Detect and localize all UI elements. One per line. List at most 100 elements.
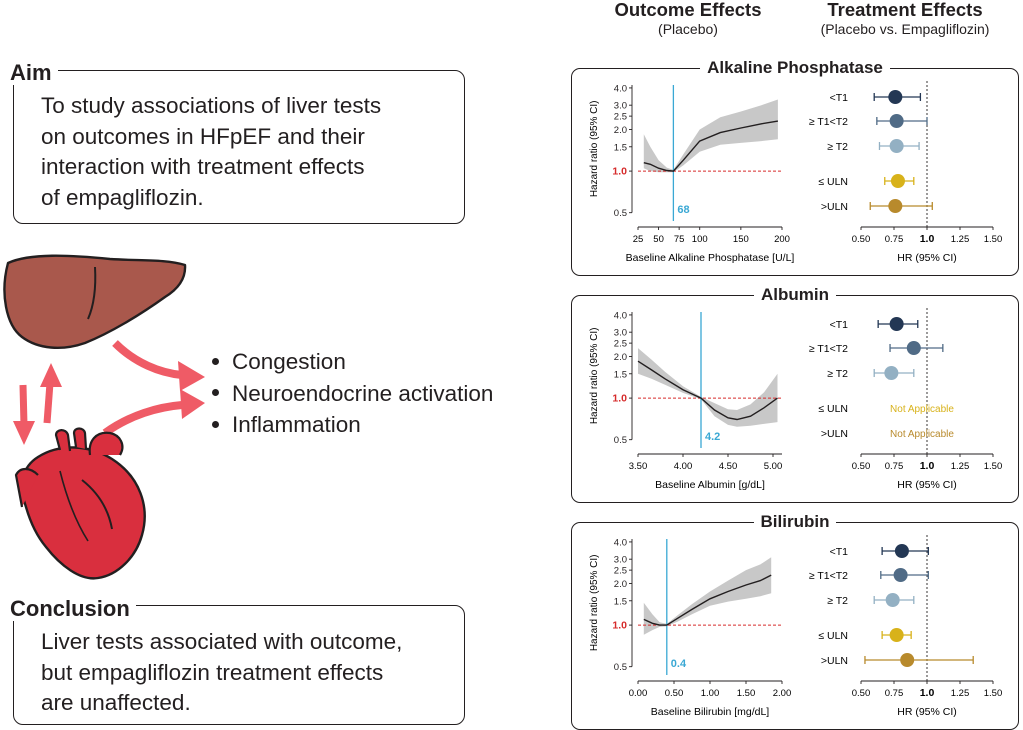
row-label: ≥ T2 <box>827 141 848 153</box>
x-tick-label: 0.50 <box>852 234 871 245</box>
liver-icon <box>3 254 187 349</box>
y-tick-label: 3.0 <box>614 101 627 112</box>
row-label: >ULN <box>821 428 848 440</box>
x-tick-label: 1.0 <box>920 233 935 245</box>
cutpoint-label: 0.4 <box>671 658 687 670</box>
y-tick-label: 2.0 <box>614 579 627 590</box>
aim-line: To study associations of liver tests <box>41 93 382 118</box>
y-tick-label: 2.5 <box>614 339 627 350</box>
hr-point <box>900 653 915 667</box>
aim-line: interaction with treatment effects <box>41 154 365 179</box>
x-tick-label: 0.50 <box>852 461 871 472</box>
panel-title: Albumin <box>754 285 836 304</box>
x-tick-label: 2.00 <box>773 688 792 699</box>
hr-point <box>906 341 921 355</box>
row-label: >ULN <box>821 201 848 213</box>
hr-point <box>888 199 903 213</box>
x-tick-label: 0.50 <box>852 688 871 699</box>
y-tick-label: 1.5 <box>614 142 627 153</box>
x-tick-label: 100 <box>692 234 708 245</box>
hazard-curve <box>637 360 778 421</box>
aim-title: Aim <box>4 61 58 85</box>
x-tick-label: 1.0 <box>920 687 935 699</box>
aim-text: To study associations of liver tests on … <box>41 91 381 213</box>
y-tick-label: 1.5 <box>614 596 627 607</box>
mechanism-label: Neuroendocrine activation <box>232 380 494 406</box>
x-tick-label: 4.50 <box>719 461 738 472</box>
bullet-dot-icon <box>212 389 219 397</box>
outcome-effects-subtitle: (Placebo) <box>658 21 718 37</box>
aim-line: on outcomes in HFpEF and their <box>41 123 365 149</box>
conclusion-line: but empagliflozin treatment effects <box>41 659 384 685</box>
heart-arrow-icon <box>102 389 205 437</box>
panel-charts: 4.2 4.0 3.02.5 2.0 1.5 1.0 0.5 Hazard ratio (95… <box>589 308 1002 491</box>
y-tick-label: 0.5 <box>614 662 627 673</box>
x-tick-label: 1.50 <box>984 234 1003 245</box>
hr-point <box>894 544 909 558</box>
hazard-curve <box>643 574 772 626</box>
mechanism-item: Neuroendocrine activation <box>212 378 493 410</box>
conclusion-text: Liver tests associated with outcome, but… <box>41 627 402 719</box>
hr-point <box>889 317 904 331</box>
row-label: <T1 <box>830 319 849 331</box>
hr-point <box>885 593 900 607</box>
row-label: ≥ T1<T2 <box>809 570 848 582</box>
y-tick-label: 4.0 <box>614 83 627 94</box>
down-arrow-icon <box>13 384 35 445</box>
conclusion-line: are unaffected. <box>41 690 191 715</box>
aim-box <box>13 70 465 224</box>
conclusion-box <box>13 605 465 725</box>
y-axis-label: Hazard ratio (95% CI) <box>589 100 600 197</box>
confidence-band <box>638 348 778 427</box>
x-tick-label: 5.00 <box>764 461 783 472</box>
panel-bilirubin: Bilirubin 0.4 4.0 3.0 2.5 2.0 1.5 1.0 0.5 Hazard… <box>571 512 1019 730</box>
treatment-effects-header: Treatment Effects (Placebo vs. Empaglifl… <box>810 0 1000 38</box>
panel-title: Alkaline Phosphatase <box>700 58 890 77</box>
row-label: ≤ ULN <box>818 630 848 642</box>
mechanism-item: Congestion <box>212 346 493 378</box>
hazard-curve <box>643 120 779 172</box>
mechanism-list: Congestion Neuroendocrine activation Inf… <box>212 346 493 441</box>
y-tick-label: 0.5 <box>614 435 627 446</box>
row-label: <T1 <box>830 92 849 104</box>
y-tick-label: 2.0 <box>614 125 627 136</box>
x-tick-label: 200 <box>774 234 790 245</box>
y-tick-label: 3.0 <box>614 328 627 339</box>
not-applicable-note: Not Applicable <box>890 429 954 440</box>
hr-point <box>890 174 905 188</box>
x-tick-label: 0.75 <box>885 234 904 245</box>
x-tick-label: 1.50 <box>984 688 1003 699</box>
y-axis-label: Hazard ratio (95% CI) <box>589 554 600 651</box>
treatment-effects-title: Treatment Effects <box>827 0 983 20</box>
x-axis-label: Baseline Bilirubin [mg/dL] <box>651 706 770 718</box>
hr-point <box>889 628 904 642</box>
row-label: ≤ ULN <box>818 176 848 188</box>
x-tick-label: 3.50 <box>629 461 648 472</box>
y-tick-label: 1.0 <box>612 393 627 405</box>
y-tick-label: 2.0 <box>614 352 627 363</box>
x-tick-label: 25 <box>633 234 644 245</box>
mechanism-label: Congestion <box>232 349 346 374</box>
row-label: ≥ T1<T2 <box>809 116 848 128</box>
treatment-effects-subtitle: (Placebo vs. Empagliflozin) <box>820 21 990 37</box>
row-label: ≤ ULN <box>818 403 848 415</box>
liver-arrow-icon <box>112 340 205 391</box>
x-tick-label: 0.75 <box>885 688 904 699</box>
outcome-effects-title: Outcome Effects <box>614 0 762 20</box>
y-tick-label: 2.5 <box>614 112 627 123</box>
y-tick-label: 1.0 <box>612 620 627 632</box>
x-tick-label: 0.75 <box>885 461 904 472</box>
hr-point <box>889 114 904 128</box>
x-tick-label: 1.0 <box>920 460 935 472</box>
y-tick-label: 0.5 <box>614 208 627 219</box>
x-tick-label: 4.00 <box>674 461 693 472</box>
panel-charts: 0.4 4.0 3.02.5 2.0 1.5 1.0 0.5 Hazard ratio (95… <box>589 535 1003 718</box>
x-axis-label: HR (95% CI) <box>897 479 957 491</box>
x-tick-label: 1.25 <box>951 461 970 472</box>
liver-heart-illustration <box>3 254 205 580</box>
x-tick-label: 1.00 <box>701 688 720 699</box>
hr-point <box>889 139 904 153</box>
hr-point <box>888 90 903 104</box>
heart-icon <box>14 427 146 580</box>
bullet-dot-icon <box>212 357 219 365</box>
